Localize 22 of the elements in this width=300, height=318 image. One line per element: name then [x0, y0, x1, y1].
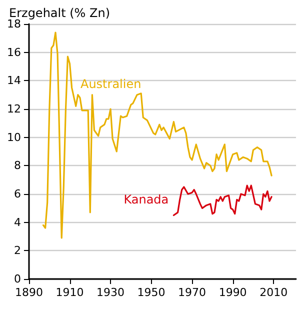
line-series	[42, 32, 272, 239]
y-tick-label: 16	[7, 46, 21, 59]
line-series	[172, 184, 272, 216]
y-tick-label: 18	[7, 18, 21, 30]
x-tick-label: 1930	[96, 286, 125, 299]
y-tick-label: 12	[7, 102, 21, 116]
y-tick-label: 14	[7, 74, 21, 88]
series-label: Kanada	[124, 192, 169, 206]
series-label: Australien	[80, 76, 142, 91]
x-tick-label: 1970	[178, 286, 206, 299]
y-tick-label: 2	[14, 244, 21, 258]
x-tick-label: 1910	[56, 286, 84, 299]
y-tick-label: 10	[7, 130, 21, 144]
y-tick-label: 6	[14, 188, 21, 200]
x-tick-label: 1990	[218, 286, 247, 299]
x-tick-label: 1950	[137, 286, 166, 299]
chart-title: Erzgehalt (% Zn)	[9, 6, 110, 20]
y-tick-label: 8	[14, 159, 21, 172]
y-tick-label: 0	[14, 272, 21, 286]
x-tick-label: 1890	[15, 286, 43, 299]
x-tick-label: 2010	[260, 286, 288, 299]
y-tick-label: 4	[14, 216, 21, 229]
